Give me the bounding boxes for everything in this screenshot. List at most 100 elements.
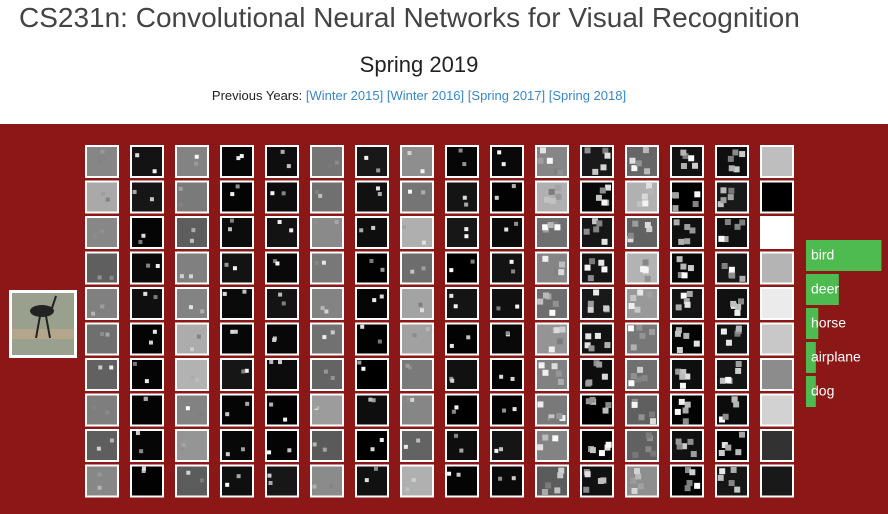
prediction-bar (806, 274, 839, 305)
activation-spot (458, 148, 463, 153)
activation-map (312, 360, 342, 389)
activation-spot (727, 194, 734, 201)
activation-map (132, 360, 162, 389)
activation-spot (98, 365, 103, 370)
activation-spot (132, 189, 137, 194)
activation-map (447, 324, 477, 354)
activation-spot (599, 187, 606, 194)
activation-spot (735, 360, 742, 367)
activation-spot (548, 346, 555, 353)
activation-spot (190, 375, 195, 380)
page-title: CS231n: Convolutional Neural Networks fo… (19, 2, 800, 33)
activation-spot (228, 227, 233, 232)
activation-spot (281, 191, 286, 196)
activation-spot (603, 305, 610, 312)
activation-spot (645, 446, 652, 453)
activation-spot (721, 262, 728, 269)
activation-spot (646, 182, 653, 189)
activation-map (492, 395, 522, 425)
activation-spot (589, 396, 596, 403)
activation-spot (359, 228, 364, 233)
activation-spot (100, 229, 105, 234)
activation-spot (200, 478, 205, 483)
year-link[interactable]: [Spring 2017] (467, 88, 546, 103)
activation-map (447, 466, 477, 496)
activation-map (402, 289, 432, 318)
activation-spot (645, 432, 652, 439)
activation-spot (672, 205, 679, 212)
activation-spot (735, 303, 742, 310)
activation-map (132, 324, 162, 354)
activation-map (357, 218, 387, 247)
activation-spot (179, 274, 184, 279)
activation-spot (636, 324, 643, 331)
activation-spot (583, 486, 590, 493)
activation-spot (132, 361, 137, 366)
fc-unit (762, 360, 792, 389)
activation-spot (674, 408, 681, 415)
activation-spot (724, 219, 731, 226)
activation-spot (554, 268, 561, 275)
activation-spot (143, 396, 148, 401)
activation-spot (725, 376, 732, 383)
activation-spot (509, 259, 514, 264)
activation-spot (222, 291, 227, 296)
activation-map (87, 360, 117, 389)
activation-spot (642, 259, 649, 266)
activation-map (177, 395, 207, 425)
activation-spot (722, 413, 729, 420)
activation-spot (449, 268, 454, 273)
activation-map (267, 253, 297, 283)
activation-spot (718, 416, 725, 423)
activation-spot (407, 151, 412, 156)
activation-spot (682, 153, 689, 160)
year-link[interactable]: [Winter 2015] (305, 88, 384, 103)
activation-spot (675, 327, 682, 334)
activation-spot (680, 292, 687, 299)
activation-spot (630, 294, 637, 301)
activation-spot (585, 333, 592, 340)
activation-spot (593, 226, 600, 233)
year-link[interactable]: [Spring 2018] (548, 88, 627, 103)
year-link[interactable]: [Winter 2016] (386, 88, 465, 103)
activation-spot (730, 466, 737, 473)
activation-spot (552, 300, 559, 307)
activation-spot (267, 473, 272, 478)
activation-spot (141, 233, 146, 238)
fc-unit (762, 218, 792, 247)
activation-spot (510, 376, 515, 381)
activation-spot (627, 325, 634, 332)
activation-spot (324, 309, 329, 314)
activation-spot (361, 366, 366, 371)
activation-map (672, 147, 702, 176)
activation-spot (646, 226, 653, 233)
activation-spot (720, 187, 727, 194)
activation-spot (135, 431, 140, 436)
activation-spot (371, 398, 376, 403)
activation-spot (602, 407, 609, 414)
activation-spot (541, 489, 548, 496)
activation-spot (357, 360, 362, 365)
activation-spot (635, 160, 642, 167)
activation-spot (408, 365, 413, 370)
activation-spot (720, 328, 727, 335)
activation-spot (592, 218, 599, 225)
activation-spot (641, 193, 648, 200)
activation-spot (141, 469, 146, 474)
activation-map (87, 324, 117, 354)
activation-spot (105, 197, 110, 202)
activation-spot (739, 219, 746, 226)
activation-spot (328, 484, 333, 489)
activation-spot (598, 450, 605, 457)
activation-spot (717, 474, 724, 481)
activation-map (267, 466, 297, 496)
activation-spot (676, 256, 683, 263)
activation-spot (537, 444, 544, 451)
activation-spot (406, 397, 411, 402)
activation-spot (149, 197, 154, 202)
activation-spot (505, 331, 510, 336)
activation-spot (146, 263, 151, 268)
activation-spot (196, 334, 201, 339)
activation-spot (628, 303, 635, 310)
activation-spot (462, 162, 467, 167)
